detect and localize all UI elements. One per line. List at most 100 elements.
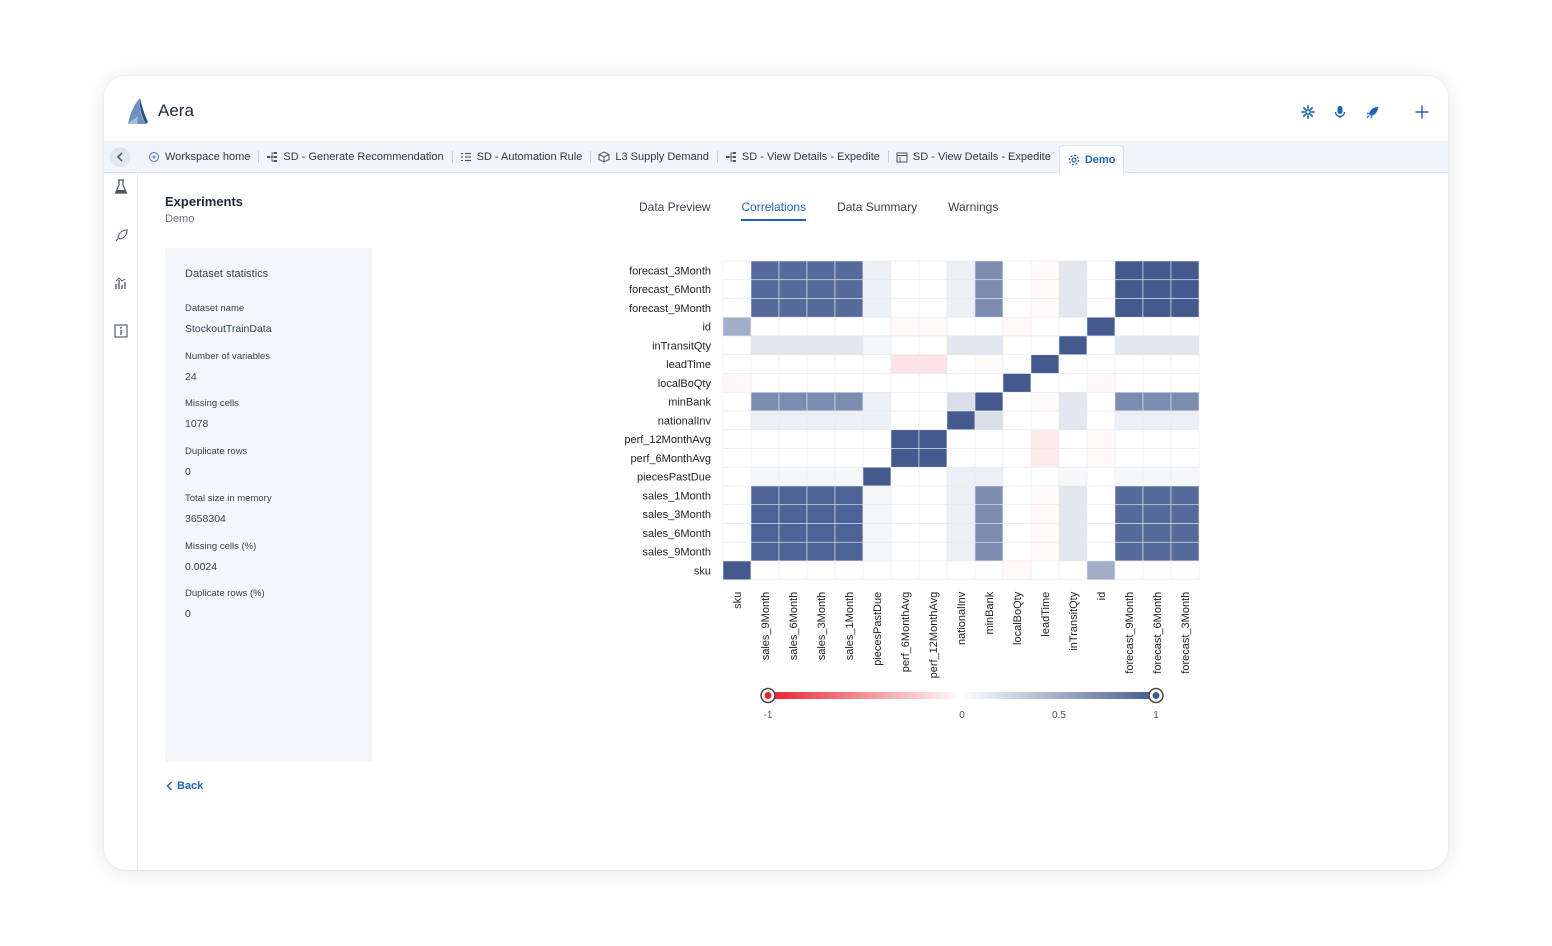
heatmap-cell[interactable] — [1142, 410, 1172, 431]
heatmap-cell[interactable] — [778, 466, 808, 487]
heatmap-cell[interactable] — [890, 391, 920, 412]
heatmap-cell[interactable] — [1114, 335, 1144, 356]
heatmap-cell[interactable] — [946, 541, 976, 562]
heatmap-cell[interactable] — [750, 560, 780, 581]
heatmap-cell[interactable] — [974, 298, 1004, 318]
heatmap-cell[interactable] — [890, 410, 920, 431]
heatmap-cell[interactable] — [834, 335, 864, 356]
heatmap-cell[interactable] — [1114, 391, 1144, 412]
heatmap-cell[interactable] — [1086, 560, 1116, 581]
heatmap-cell[interactable] — [918, 260, 948, 281]
heatmap-cell[interactable] — [918, 504, 948, 524]
heatmap-cell[interactable] — [834, 560, 864, 581]
heatmap-cell[interactable] — [918, 373, 948, 393]
heatmap-cell[interactable] — [1002, 466, 1032, 487]
heatmap-cell[interactable] — [946, 560, 976, 581]
heatmap-cell[interactable] — [862, 541, 892, 562]
heatmap-cell[interactable] — [1114, 429, 1144, 449]
heatmap-cell[interactable] — [1086, 354, 1116, 374]
heatmap-cell[interactable] — [722, 373, 752, 393]
heatmap-cell[interactable] — [834, 466, 864, 487]
heatmap-cell[interactable] — [1170, 504, 1200, 524]
heatmap-cell[interactable] — [918, 354, 948, 374]
heatmap-cell[interactable] — [1058, 410, 1088, 431]
heatmap-cell[interactable] — [778, 373, 808, 393]
heatmap-cell[interactable] — [862, 373, 892, 393]
heatmap-cell[interactable] — [1030, 541, 1060, 562]
heatmap-cell[interactable] — [1086, 391, 1116, 412]
heatmap-cell[interactable] — [1030, 485, 1060, 506]
heatmap-cell[interactable] — [1030, 410, 1060, 431]
heatmap-cell[interactable] — [946, 523, 976, 543]
heatmap-cell[interactable] — [1086, 316, 1116, 337]
heatmap-cell[interactable] — [890, 279, 920, 299]
heatmap-cell[interactable] — [806, 354, 836, 374]
heatmap-cell[interactable] — [806, 448, 836, 468]
heatmap-cell[interactable] — [1170, 298, 1200, 318]
heatmap-cell[interactable] — [1114, 279, 1144, 299]
heatmap-cell[interactable] — [890, 260, 920, 281]
heatmap-cell[interactable] — [1030, 316, 1060, 337]
heatmap-cell[interactable] — [1142, 448, 1172, 468]
heatmap-cell[interactable] — [1114, 466, 1144, 487]
heatmap-cell[interactable] — [1170, 448, 1200, 468]
heatmap-cell[interactable] — [834, 448, 864, 468]
heatmap-cell[interactable] — [778, 391, 808, 412]
tab-view-details-expedite[interactable]: SD - View Details - Expedite — [716, 145, 888, 169]
heatmap-cell[interactable] — [1114, 298, 1144, 318]
tab-generate-recommendation[interactable]: SD - Generate Recommendation — [258, 145, 451, 169]
heatmap-cell[interactable] — [1086, 466, 1116, 487]
heatmap-cell[interactable] — [834, 260, 864, 281]
heatmap-cell[interactable] — [1114, 373, 1144, 393]
heatmap-cell[interactable] — [974, 560, 1004, 581]
heatmap-cell[interactable] — [1058, 523, 1088, 543]
heatmap-cell[interactable] — [946, 373, 976, 393]
heatmap-cell[interactable] — [806, 541, 836, 562]
heatmap-cell[interactable] — [1002, 485, 1032, 506]
heatmap-cell[interactable] — [750, 541, 780, 562]
heatmap-cell[interactable] — [890, 485, 920, 506]
heatmap-cell[interactable] — [974, 504, 1004, 524]
heatmap-cell[interactable] — [890, 541, 920, 562]
heatmap-cell[interactable] — [974, 335, 1004, 356]
heatmap-cell[interactable] — [974, 373, 1004, 393]
heatmap-cell[interactable] — [806, 429, 836, 449]
heatmap-cell[interactable] — [1030, 429, 1060, 449]
chart-icon[interactable] — [113, 275, 129, 291]
rocket-icon[interactable] — [113, 227, 129, 243]
heatmap-cell[interactable] — [834, 316, 864, 337]
heatmap-cell[interactable] — [1142, 429, 1172, 449]
heatmap-cell[interactable] — [946, 316, 976, 337]
heatmap-cell[interactable] — [946, 298, 976, 318]
heatmap-cell[interactable] — [806, 279, 836, 299]
heatmap-cell[interactable] — [834, 410, 864, 431]
heatmap-cell[interactable] — [974, 354, 1004, 374]
heatmap-cell[interactable] — [750, 316, 780, 337]
heatmap-cell[interactable] — [722, 260, 752, 281]
heatmap-cell[interactable] — [918, 335, 948, 356]
tab-workspace-home[interactable]: Workspace home — [140, 145, 258, 169]
heatmap-cell[interactable] — [1142, 373, 1172, 393]
heatmap-cell[interactable] — [750, 298, 780, 318]
heatmap-cell[interactable] — [722, 523, 752, 543]
heatmap-cell[interactable] — [1058, 335, 1088, 356]
heatmap-cell[interactable] — [862, 316, 892, 337]
heatmap-cell[interactable] — [1086, 260, 1116, 281]
heatmap-cell[interactable] — [806, 504, 836, 524]
heatmap-cell[interactable] — [1086, 429, 1116, 449]
flask-icon[interactable] — [113, 179, 129, 195]
heatmap-cell[interactable] — [1086, 279, 1116, 299]
heatmap-cell[interactable] — [750, 523, 780, 543]
heatmap-cell[interactable] — [1142, 316, 1172, 337]
heatmap-cell[interactable] — [1002, 504, 1032, 524]
heatmap-cell[interactable] — [890, 298, 920, 318]
heatmap-cell[interactable] — [974, 485, 1004, 506]
heatmap-cell[interactable] — [1058, 504, 1088, 524]
tab-automation-rule[interactable]: SD - Automation Rule — [451, 145, 591, 169]
heatmap-cell[interactable] — [918, 429, 948, 449]
heatmap-cell[interactable] — [1002, 316, 1032, 337]
heatmap-cell[interactable] — [1030, 260, 1060, 281]
heatmap-cell[interactable] — [890, 466, 920, 487]
heatmap-cell[interactable] — [1002, 541, 1032, 562]
heatmap-cell[interactable] — [918, 485, 948, 506]
